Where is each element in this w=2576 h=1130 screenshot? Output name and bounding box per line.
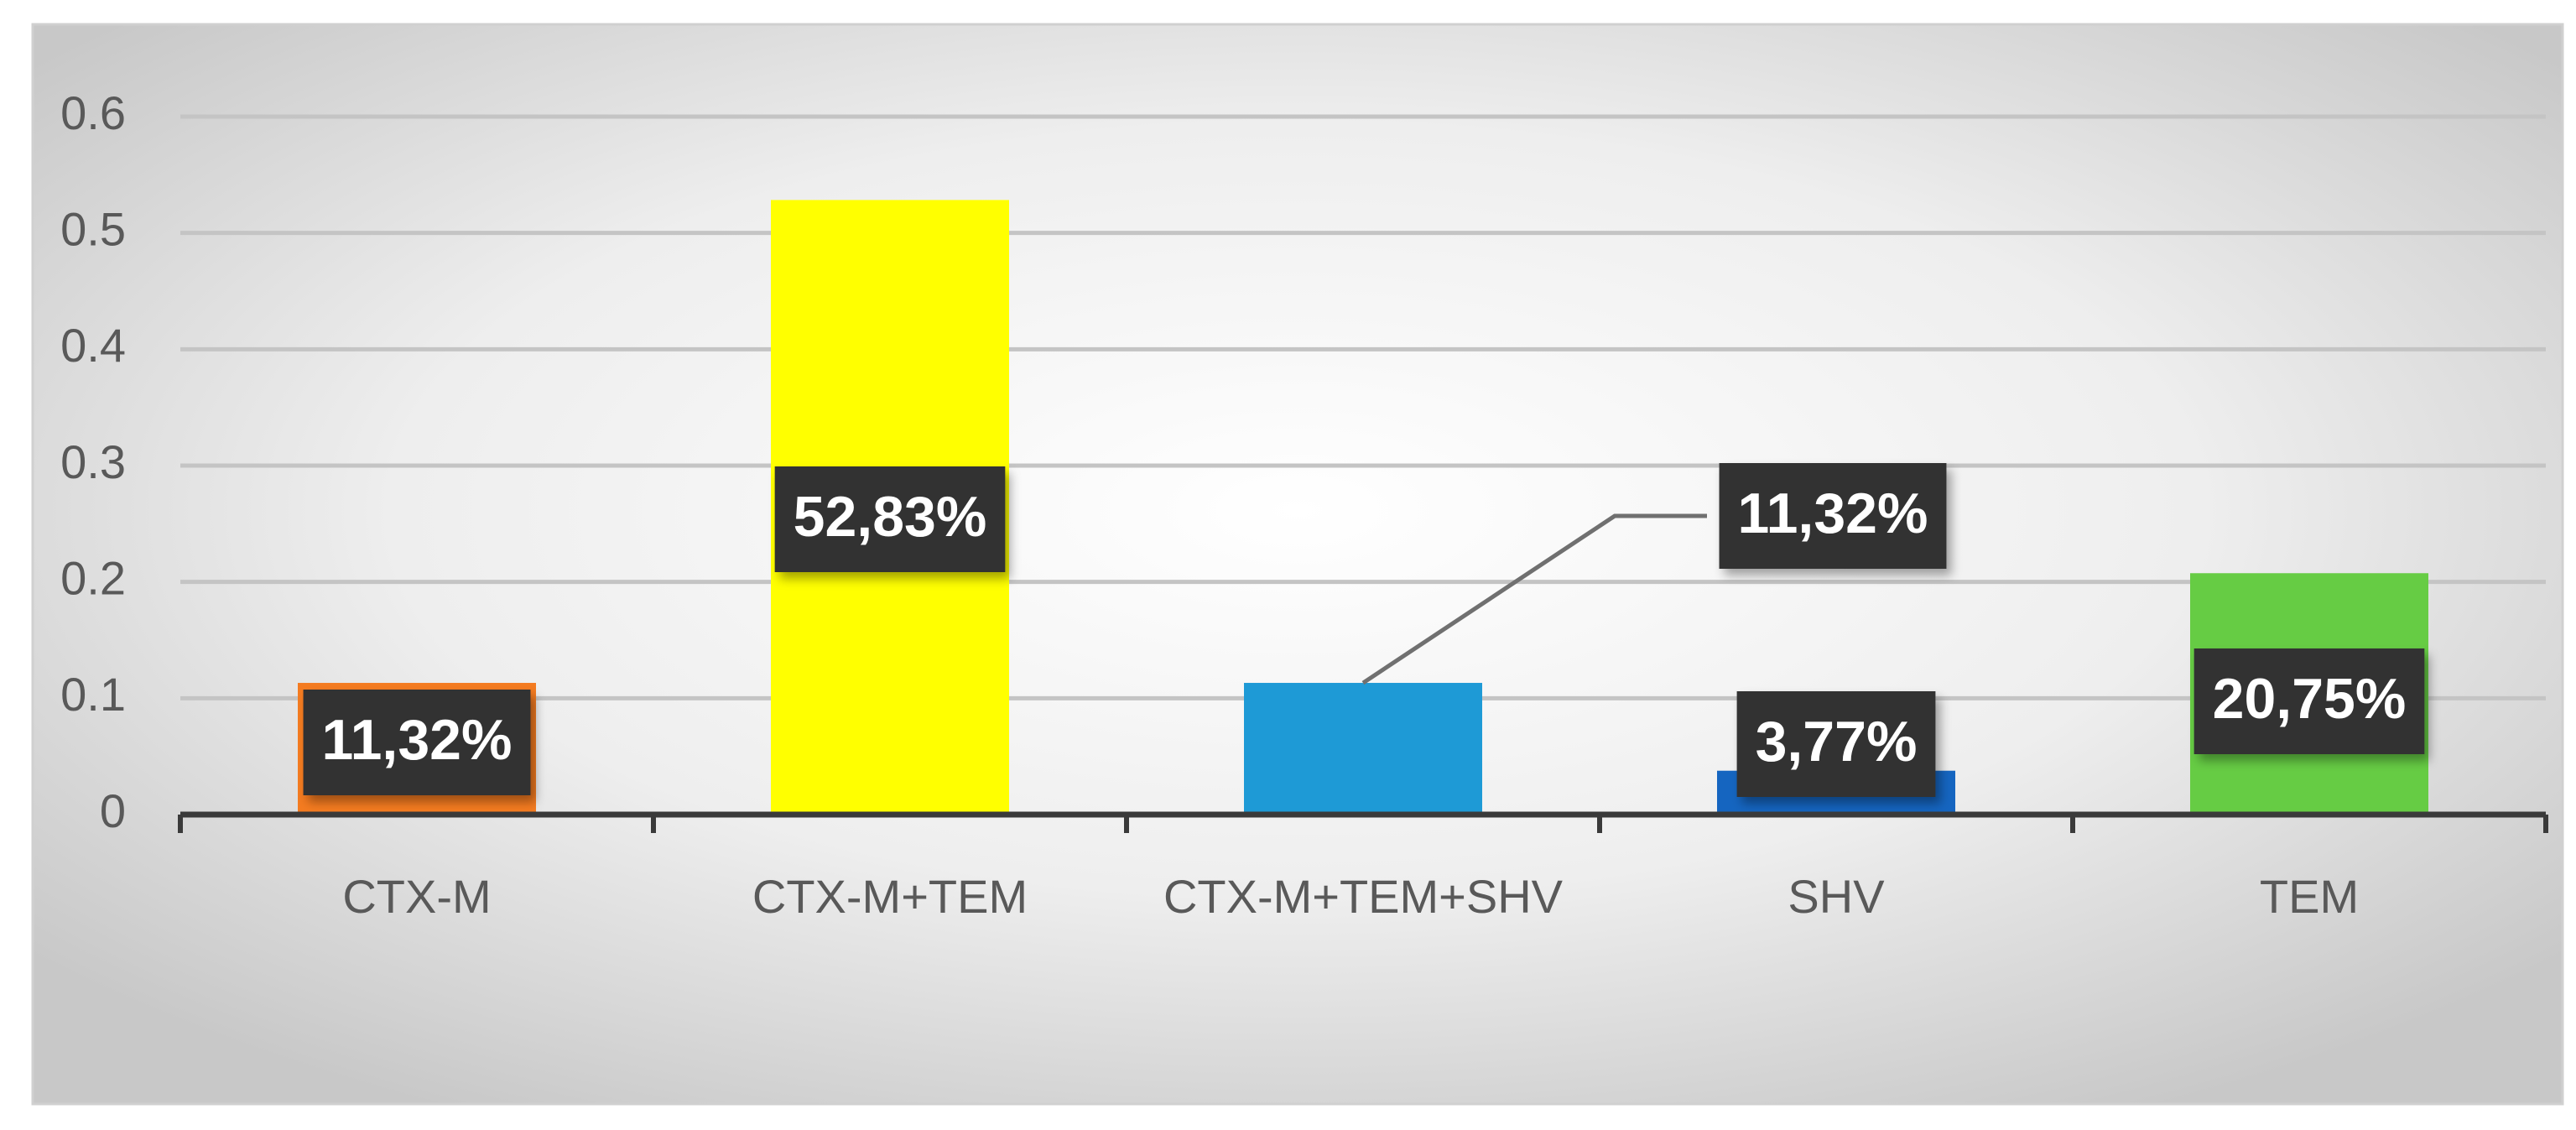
x-tick-label: CTX-M	[342, 870, 491, 923]
data-label: 11,32%	[322, 708, 513, 772]
x-tick-label: SHV	[1788, 870, 1885, 923]
chart-background	[31, 23, 2564, 1106]
y-tick-label: 0.2	[60, 551, 126, 604]
y-tick-label: 0.3	[60, 435, 126, 488]
leader-line	[1361, 513, 1707, 685]
x-tick-label: TEM	[2260, 870, 2359, 923]
data-label-box	[774, 466, 1006, 572]
data-label: 52,83%	[794, 485, 987, 549]
data-label-box	[1719, 463, 1947, 569]
data-label-box	[2194, 648, 2425, 754]
data-label: 11,32%	[1738, 482, 1928, 545]
y-tick-label: 0	[100, 784, 126, 837]
data-label: 3,77%	[1756, 710, 1918, 773]
x-tick-label: CTX-M+TEM+SHV	[1163, 870, 1564, 923]
data-label: 20,75%	[2213, 667, 2407, 731]
x-tick-label: CTX-M+TEM	[752, 870, 1028, 923]
data-label-box	[303, 690, 531, 795]
data-label-box	[1736, 691, 1936, 797]
y-tick-label: 0.5	[60, 202, 126, 255]
y-tick-label: 0.1	[60, 668, 126, 721]
y-tick-label: 0.6	[60, 86, 126, 139]
bar	[1244, 683, 1482, 815]
y-tick-label: 0.4	[60, 319, 126, 372]
